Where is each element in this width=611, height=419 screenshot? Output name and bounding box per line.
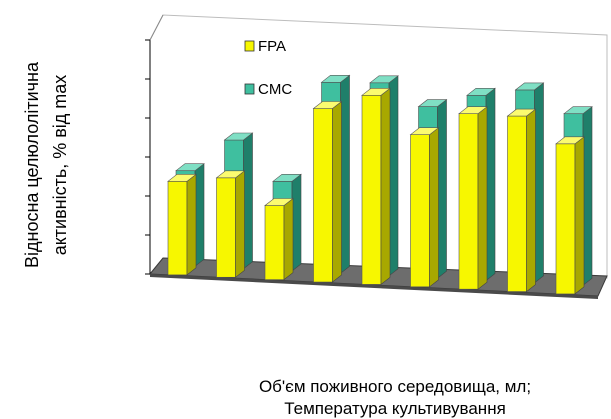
bar-fpa-0-top — [167, 174, 197, 182]
bar-cmc-4-top — [369, 75, 399, 84]
bar-fpa-0-front — [167, 180, 188, 276]
bar-cmc-0-side — [194, 163, 205, 267]
bar-cmc-5-side — [437, 98, 447, 279]
legend: FPA CMC — [244, 38, 292, 98]
bar-cmc-4-side — [388, 75, 399, 277]
x-axis-title-line: Об'єм поживного середовища, мл; — [259, 377, 531, 396]
bar-cmc-6-top — [466, 88, 496, 96]
legend-label-fpa: FPA — [258, 38, 286, 55]
bar-cmc-8-top — [563, 106, 593, 114]
bar-fpa-5-front — [410, 134, 430, 288]
bar-fpa-6-front — [458, 113, 479, 290]
bar-cmc-7-side — [534, 82, 544, 284]
bar-fpa-2-side — [283, 197, 294, 281]
bar-fpa-5-top — [409, 127, 440, 135]
bar-fpa-2-front — [264, 205, 285, 280]
y-axis-title: Відносна целюлолітична активність, % від … — [22, 61, 70, 268]
bar-fpa-2 — [264, 197, 294, 281]
bar-fpa-4 — [361, 87, 391, 286]
bar-cmc-3-side — [340, 74, 350, 275]
y-axis-title-line: активність, % від max — [50, 75, 70, 256]
bar-fpa-6-side — [477, 106, 488, 290]
bar-cmc-2-top — [272, 174, 302, 182]
x-axis-title: Об'єм поживного середовища, мл; Температу… — [259, 377, 531, 418]
bar-fpa-0-side — [186, 173, 197, 276]
y-axis — [145, 39, 150, 275]
bar-fpa-5-side — [429, 127, 439, 288]
bar-fpa-1-side — [235, 170, 245, 278]
bar-fpa-3 — [312, 100, 343, 283]
legend-swatch-fpa — [244, 40, 255, 52]
bar-cmc-3-top — [320, 75, 351, 83]
bar-fpa-7-top — [506, 108, 537, 117]
bar-fpa-1 — [215, 170, 246, 278]
bar-fpa-8 — [555, 136, 585, 295]
bar-fpa-4-front — [361, 94, 382, 285]
bar-fpa-3-front — [313, 108, 333, 283]
bar-cmc-6-side — [485, 87, 496, 282]
bar-fpa-7-front — [507, 115, 527, 292]
bar-fpa-3-top — [312, 101, 343, 109]
bars — [167, 74, 593, 295]
bar-fpa-3-side — [332, 100, 342, 283]
y-axis-title-line: Відносна целюлолітична — [22, 61, 42, 268]
bar-cmc-2-side — [291, 173, 302, 272]
bar-fpa-1-top — [215, 170, 246, 179]
legend-swatch-cmc — [244, 83, 255, 95]
bar-fpa-6-top — [458, 106, 488, 114]
floor-front-edge — [150, 274, 598, 299]
bar-fpa-8-top — [555, 136, 585, 145]
x-axis-title-line: Температура культивування — [284, 399, 506, 418]
wall-top-edge-left — [149, 14, 164, 41]
bar-fpa-1-front — [216, 177, 236, 278]
bar-cmc-7-top — [514, 82, 545, 91]
bar-fpa-6 — [458, 106, 488, 290]
bar-cmc-8-side — [582, 106, 593, 286]
bar-cmc-1-top — [223, 132, 254, 141]
bar-fpa-8-front — [555, 143, 576, 295]
bar-cmc-0-top — [175, 163, 205, 171]
bar-fpa-5 — [409, 127, 440, 288]
bar-fpa-4-top — [361, 88, 391, 96]
bar-fpa-7-side — [526, 108, 536, 293]
bar-fpa-7 — [506, 108, 537, 293]
legend-label-cmc: CMC — [258, 81, 292, 98]
bar-fpa-4-side — [380, 87, 391, 286]
bar-cmc-1-side — [243, 132, 253, 270]
bar-fpa-2-top — [264, 198, 294, 206]
bar-cmc-5-top — [417, 99, 448, 107]
bar-fpa-8-side — [574, 136, 585, 295]
bar-fpa-0 — [167, 173, 197, 276]
